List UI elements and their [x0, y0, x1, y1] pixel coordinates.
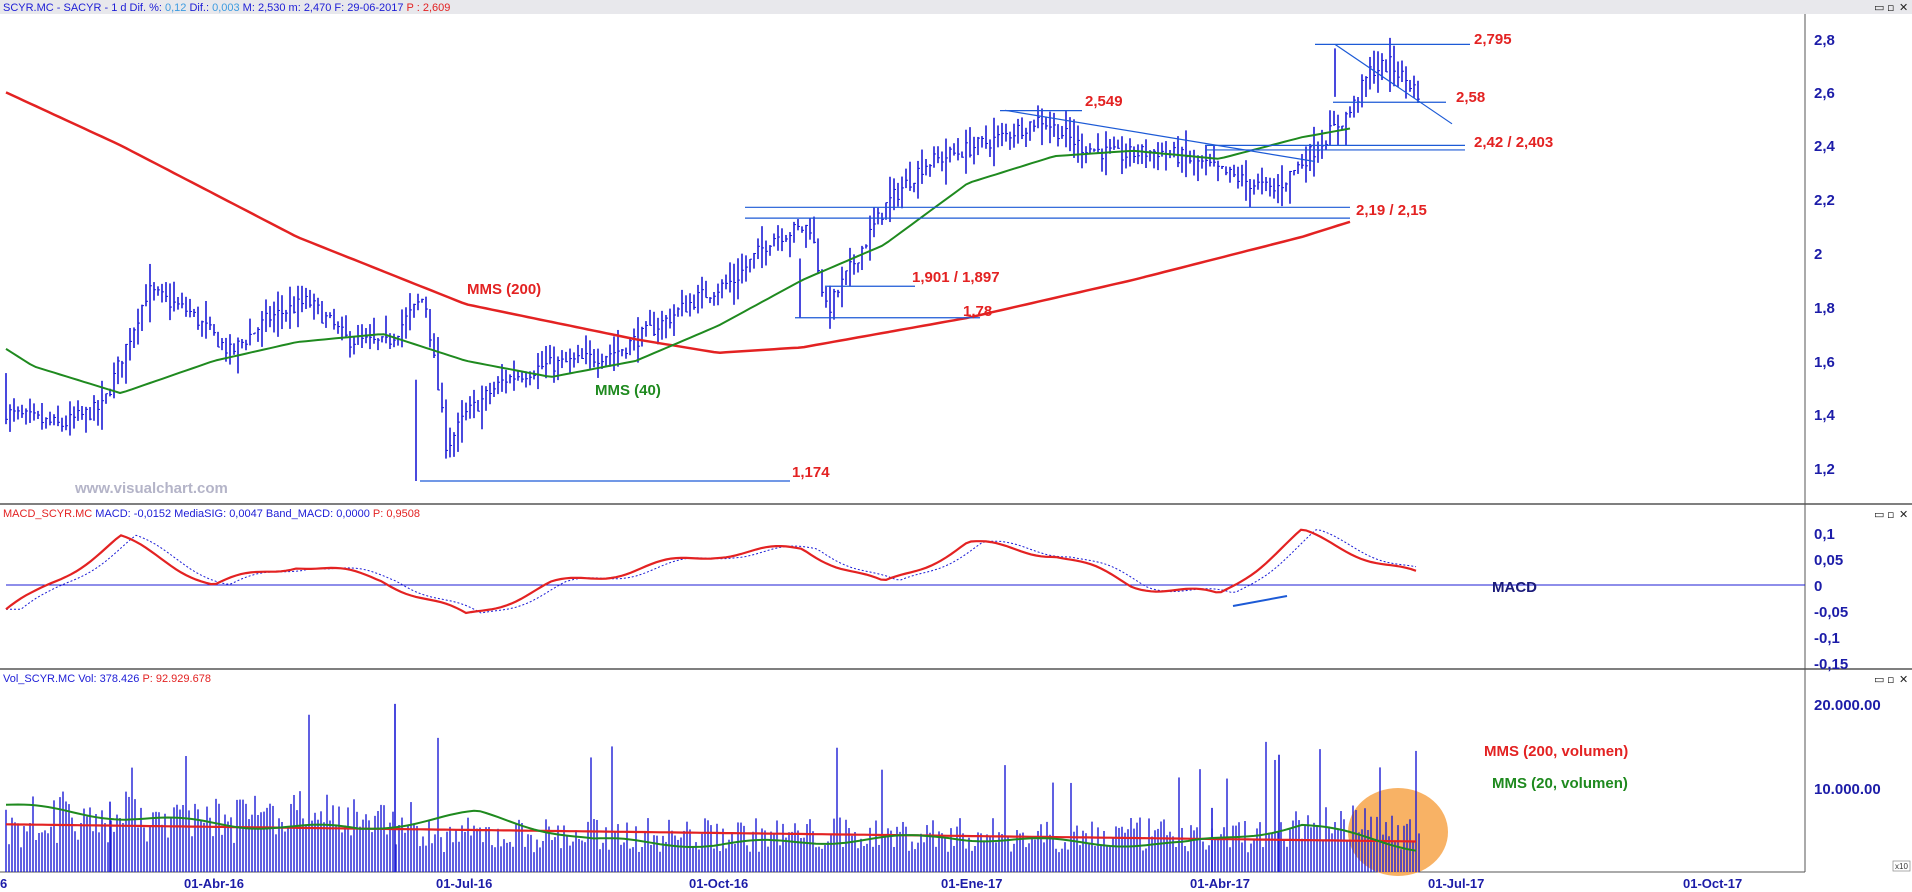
watermark: www.visualchart.com — [74, 480, 228, 497]
macd-y-axis: 0,1 0,05 0 -0,05 -0,1 -0,15 — [1814, 526, 1848, 673]
y-tick-label: 0,05 — [1814, 552, 1843, 569]
y-tick-label: 0 — [1814, 578, 1822, 595]
header-last: P : 2,609 — [404, 2, 451, 14]
macd-line — [5, 528, 1417, 615]
price-layer — [5, 37, 1470, 482]
minimize-icon[interactable]: ▭ — [1874, 508, 1884, 521]
minimize-icon[interactable]: ▭ — [1874, 1, 1884, 14]
mms40-label: MMS (40) — [595, 382, 661, 399]
level-label-2549: 2,549 — [1085, 93, 1123, 110]
x-tick-label: 01-Abr-16 — [184, 876, 244, 891]
header-dif-label: Dif.: — [186, 2, 212, 14]
header-dif-pct-label: Dif. %: — [130, 2, 165, 14]
y-tick-label: 0,1 — [1814, 526, 1835, 543]
x-tick-label: 01-Oct-16 — [689, 876, 748, 891]
x-tick-label: 01-Abr-17 — [1190, 876, 1250, 891]
header-max: M: 2,530 — [240, 2, 286, 14]
close-icon[interactable]: ✕ — [1899, 673, 1908, 686]
level-label-219: 2,19 / 2,15 — [1356, 202, 1427, 219]
x-tick-label: 01-Oct-17 — [1683, 876, 1742, 891]
macd-label: MACD — [1492, 579, 1537, 596]
x-tick-label: 01-Ene-17 — [941, 876, 1002, 891]
volume-window-buttons[interactable]: ▭ ▫ ✕ — [1874, 673, 1908, 686]
x-axis: 6 01-Abr-16 01-Jul-16 01-Oct-16 01-Ene-1… — [0, 876, 1742, 891]
macd-header-value: MACD: -0,0152 — [95, 508, 174, 520]
y-tick-label: 20.000.00 — [1814, 697, 1881, 714]
trendline — [1004, 109, 1316, 163]
price-header: SCYR.MC - SACYR - 1 d Dif. %: 0,12 Dif.:… — [3, 2, 450, 14]
macd-header-bar — [0, 506, 1912, 520]
macd-header-p: P: 0,9508 — [373, 508, 420, 520]
mms200v-label: MMS (200, volumen) — [1484, 743, 1628, 760]
y-tick-label: 2,8 — [1814, 32, 1835, 49]
y-tick-label: 1,4 — [1814, 407, 1836, 424]
header-dif-pct: 0,12 — [165, 2, 186, 14]
price-y-axis: 2,8 2,6 2,4 2,2 2 1,8 1,6 1,4 1,2 — [1814, 32, 1836, 478]
mms200-line — [5, 91, 1351, 354]
close-icon[interactable]: ✕ — [1899, 1, 1908, 14]
mms40-line — [5, 127, 1351, 394]
close-icon[interactable]: ✕ — [1899, 508, 1908, 521]
maximize-icon[interactable]: ▫ — [1887, 673, 1894, 686]
minimize-icon[interactable]: ▭ — [1874, 673, 1884, 686]
y-tick-label: 2,2 — [1814, 192, 1835, 209]
volume-layer — [5, 703, 1448, 876]
maximize-icon[interactable]: ▫ — [1887, 508, 1894, 521]
mms20v-line — [5, 803, 1417, 852]
y-tick-label: 1,8 — [1814, 300, 1835, 317]
volume-header-name: Vol_SCYR.MC — [3, 673, 78, 685]
level-label-242: 2,42 / 2,403 — [1474, 134, 1553, 151]
price-window-buttons[interactable]: ▭ ▫ ✕ — [1874, 1, 1908, 14]
y-tick-label: -0,05 — [1814, 604, 1848, 621]
header-period: 1 d — [111, 2, 129, 14]
macd-header: MACD_SCYR.MC MACD: -0,0152 MediaSIG: 0,0… — [3, 508, 420, 520]
header-date: F: 29-06-2017 — [331, 2, 403, 14]
maximize-icon[interactable]: ▫ — [1887, 1, 1894, 14]
y-tick-label: 1,6 — [1814, 354, 1835, 371]
scale-badge: x10 — [1895, 862, 1908, 871]
header-dif: 0,003 — [212, 2, 240, 14]
macd-header-name: MACD_SCYR.MC — [3, 508, 95, 520]
level-label-1174: 1,174 — [792, 464, 830, 481]
macd-header-signal: MediaSIG: 0,0047 — [174, 508, 266, 520]
macd-layer — [5, 528, 1805, 615]
trendline — [1334, 43, 1453, 125]
y-tick-label: 10.000.00 — [1814, 781, 1881, 798]
price-header-bar — [0, 0, 1912, 14]
macd-header-band: Band_MACD: 0,0000 — [266, 508, 373, 520]
header-symbol: SCYR.MC - SACYR - — [3, 2, 111, 14]
y-tick-label: 1,2 — [1814, 461, 1835, 478]
macd-window-buttons[interactable]: ▭ ▫ ✕ — [1874, 508, 1908, 521]
header-min: m: 2,470 — [285, 2, 331, 14]
volume-header-vol: Vol: 378.426 — [78, 673, 142, 685]
scale-badge-box — [1892, 860, 1911, 872]
y-tick-label: 2,6 — [1814, 85, 1835, 102]
level-label-178: 1,78 — [963, 303, 992, 320]
y-tick-label: -0,1 — [1814, 630, 1840, 647]
volume-y-axis: 20.000.00 10.000.00 x10 — [1814, 697, 1911, 872]
macd-divergence-line — [1232, 595, 1288, 607]
x-tick-label: 01-Jul-16 — [436, 876, 492, 891]
level-label-1901: 1,901 / 1,897 — [912, 269, 1000, 286]
volume-header-p: P: 92.929.678 — [142, 673, 211, 685]
y-tick-label: 2 — [1814, 246, 1822, 263]
mms20v-label: MMS (20, volumen) — [1492, 775, 1628, 792]
x-tick-label: 6 — [0, 876, 7, 891]
volume-header: Vol_SCYR.MC Vol: 378.426 P: 92.929.678 — [3, 673, 211, 685]
y-tick-label: -0,15 — [1814, 656, 1848, 673]
mms200-label: MMS (200) — [467, 281, 541, 298]
level-label-2795: 2,795 — [1474, 31, 1512, 48]
y-tick-label: 2,4 — [1814, 138, 1836, 155]
level-label-258: 2,58 — [1456, 89, 1485, 106]
x-tick-label: 01-Jul-17 — [1428, 876, 1484, 891]
macd-signal-line — [6, 529, 1417, 614]
